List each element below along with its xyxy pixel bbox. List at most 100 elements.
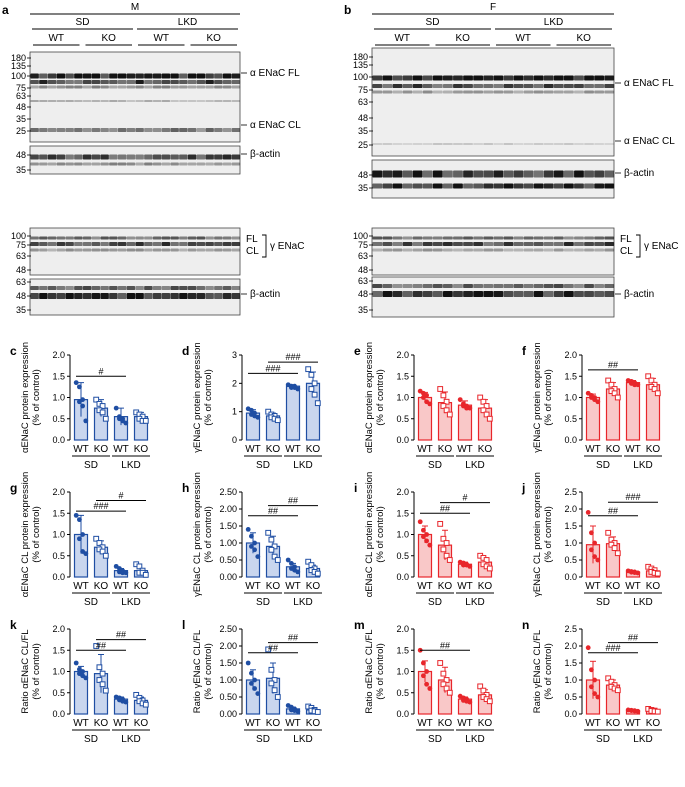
band [402, 291, 413, 297]
band [473, 75, 484, 81]
sex-label: M [131, 2, 139, 13]
band [523, 284, 534, 288]
band [543, 242, 554, 246]
genotype-label: WT [153, 33, 169, 44]
band [100, 236, 109, 240]
band [412, 183, 423, 189]
data-point [589, 684, 594, 690]
actin-blot-top-membrane [29, 145, 241, 175]
band [179, 73, 188, 79]
band [82, 286, 92, 290]
band [463, 84, 473, 88]
y-tick-label: 0.50 [219, 692, 237, 702]
band [382, 143, 393, 145]
band [574, 84, 584, 88]
y-axis-label: αENaC CL protein expression [20, 472, 31, 598]
data-point [255, 554, 261, 559]
mw-marker-gamma-label: 100 [353, 231, 368, 241]
band [553, 291, 564, 297]
x-tick-label: WT [245, 718, 261, 729]
band [170, 80, 179, 84]
mw-marker-alpha-label: 63 [16, 91, 26, 101]
band [604, 143, 615, 145]
data-point [73, 512, 79, 518]
data-point [446, 689, 453, 696]
band [493, 84, 504, 88]
band [463, 170, 473, 178]
y-tick-label: 2 [232, 378, 237, 388]
band [493, 248, 504, 252]
alpha-cl-label: α ENaC CL [250, 120, 301, 131]
band [231, 248, 241, 252]
band [214, 154, 223, 160]
genotype-label: WT [394, 33, 410, 44]
gamma-fl-label: FL [246, 234, 258, 245]
band [135, 128, 144, 132]
band [533, 84, 544, 88]
band [135, 236, 144, 240]
band [402, 75, 413, 81]
band [402, 284, 413, 288]
band [442, 242, 453, 246]
y-tick-label: 2.5 [564, 487, 577, 497]
band [392, 284, 403, 288]
band [543, 248, 554, 252]
significance-label: # [98, 366, 103, 376]
band [473, 242, 484, 246]
band [372, 90, 383, 94]
band [152, 80, 162, 84]
band [584, 284, 594, 288]
y-tick-label: 0.0 [52, 435, 65, 445]
band [65, 293, 74, 299]
band [56, 162, 66, 166]
band [402, 84, 413, 88]
band [179, 242, 188, 246]
band [56, 154, 66, 160]
y-tick-label: 1.50 [219, 521, 237, 531]
band [483, 236, 494, 240]
chart-f: f 0.0 0.5 1.0 1.5 2.0 γENaC protein expression… [522, 342, 662, 471]
band [382, 75, 393, 81]
y-tick-label: 2.0 [564, 641, 577, 651]
y-tick-label: 2.0 [564, 350, 577, 360]
data-point [417, 519, 423, 525]
x-tick-label: KO [438, 581, 453, 592]
band [56, 80, 66, 84]
band [432, 183, 443, 189]
mw-marker-actin2-label: 48 [358, 289, 368, 299]
data-point [635, 570, 641, 576]
y-tick-label: 1.0 [52, 393, 65, 403]
group-label: LKD [465, 460, 484, 471]
y-tick-label: 0.5 [52, 688, 65, 698]
y-axis-label: Ratio γENaC CL/FL [532, 630, 543, 713]
band [503, 284, 514, 288]
band [117, 286, 127, 290]
chart-d: d 0 1 2 3 γENaC protein expression (% of contr… [182, 342, 322, 471]
y-axis-label-unit: (% of control) [203, 643, 214, 700]
band [196, 248, 206, 252]
band [483, 242, 494, 246]
mw-marker-alpha-label: 48 [358, 113, 368, 123]
band [594, 284, 605, 288]
data-point [446, 411, 453, 418]
data-point [480, 398, 487, 405]
band [412, 75, 423, 81]
band [126, 236, 136, 240]
band [82, 242, 92, 246]
band [109, 154, 118, 160]
band [563, 90, 574, 94]
band [453, 248, 463, 252]
gamma-enac-blot [29, 227, 241, 276]
band [483, 84, 494, 88]
band [152, 162, 162, 166]
data-point [142, 701, 149, 708]
band [553, 248, 564, 252]
group-label: SD [84, 460, 98, 471]
band [82, 80, 92, 84]
band [412, 170, 423, 178]
y-tick-label: 0.5 [396, 414, 409, 424]
y-tick-label: 0.50 [219, 555, 237, 565]
band [422, 170, 433, 178]
band [513, 242, 524, 246]
